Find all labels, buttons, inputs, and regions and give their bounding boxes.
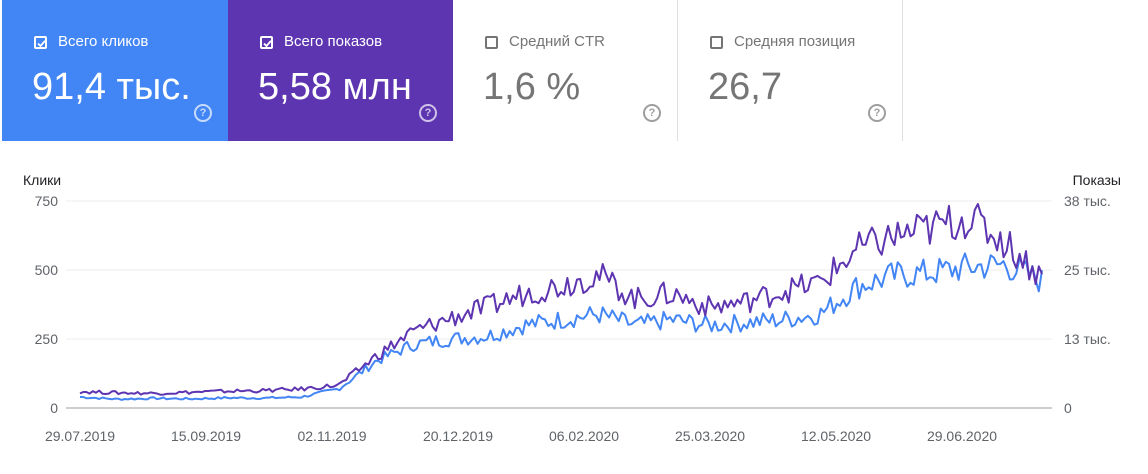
help-icon[interactable]: ?: [643, 104, 661, 122]
position-label: Средняя позиция: [734, 33, 856, 50]
help-icon[interactable]: ?: [194, 104, 212, 122]
impressions-series-line: [79, 203, 1043, 396]
clicks-label: Всего кликов: [58, 33, 149, 50]
impressions-value: 5,58 млн: [258, 66, 412, 108]
x-tick-label: 06.02.2020: [549, 428, 619, 444]
y-tick-left: 500: [35, 262, 59, 278]
x-tick-label: 02.11.2019: [297, 428, 366, 444]
y-tick-left: 0: [50, 400, 58, 416]
y-tick-right: 25 тыс.: [1064, 262, 1111, 278]
ctr-label: Средний CTR: [509, 33, 605, 50]
x-tick-label: 12.05.2020: [801, 428, 871, 444]
y-axis-label-left: Клики: [23, 172, 61, 188]
position-card[interactable]: Средняя позиция 26,7 ?: [678, 0, 903, 141]
y-axis-label-right: Показы: [1073, 172, 1121, 188]
clicks-card[interactable]: Всего кликов 91,4 тыс. ?: [2, 0, 228, 141]
y-tick-left: 250: [35, 331, 59, 347]
x-tick-label: 20.12.2019: [423, 428, 493, 444]
position-checkbox-icon[interactable]: [710, 36, 723, 49]
ctr-card[interactable]: Средний CTR 1,6 % ?: [453, 0, 678, 141]
ctr-value: 1,6 %: [483, 66, 581, 108]
clicks-value: 91,4 тыс.: [32, 66, 191, 108]
clicks-series-line: [80, 252, 1043, 401]
help-icon[interactable]: ?: [868, 104, 886, 122]
impressions-card[interactable]: Всего показов 5,58 млн ?: [228, 0, 453, 141]
x-tick-label: 25.03.2020: [675, 428, 745, 444]
x-tick-label: 15.09.2019: [171, 428, 241, 444]
impressions-label: Всего показов: [284, 33, 383, 50]
y-tick-right: 38 тыс.: [1064, 193, 1111, 209]
x-tick-label: 29.07.2019: [45, 428, 115, 444]
metric-cards: Всего кликов 91,4 тыс. ? Всего показов 5…: [0, 0, 1148, 141]
performance-chart: 0 250 500 750 0 13 тыс. 25 тыс. 38 тыс. Клики Пок…: [23, 172, 1121, 444]
x-tick-label: 29.06.2020: [927, 428, 997, 444]
y-tick-right: 0: [1064, 400, 1072, 416]
clicks-checkbox-icon[interactable]: [34, 36, 47, 49]
impressions-checkbox-icon[interactable]: [260, 36, 273, 49]
position-value: 26,7: [708, 66, 782, 108]
y-tick-left: 750: [35, 193, 59, 209]
ctr-checkbox-icon[interactable]: [485, 36, 498, 49]
help-icon[interactable]: ?: [419, 104, 437, 122]
y-tick-right: 13 тыс.: [1064, 331, 1111, 347]
